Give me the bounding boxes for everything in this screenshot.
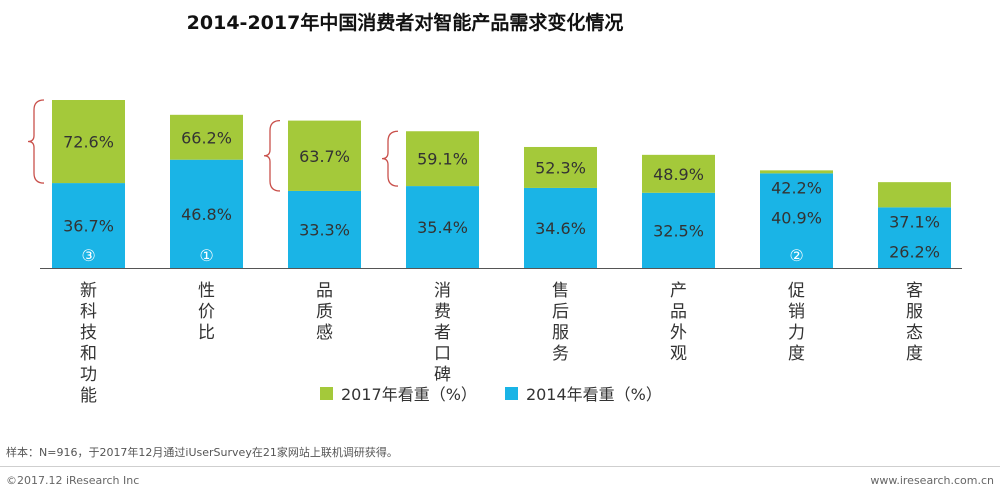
bar-2014 <box>170 159 243 268</box>
value-label-2017: 42.2% <box>771 178 822 197</box>
bar-2014 <box>288 190 361 268</box>
highlight-bracket <box>381 130 399 187</box>
category-label-char: 和 <box>80 344 97 364</box>
legend: 2017年看重（%） 2014年看重（%） <box>320 381 662 405</box>
legend-label-2014: 2014年看重（%） <box>525 385 662 404</box>
rank-marker: ③ <box>81 246 95 265</box>
footer-divider <box>0 466 1000 467</box>
value-label-2014: 35.4% <box>417 218 468 237</box>
value-label-2014: 36.7% <box>63 217 114 236</box>
bar-2017 <box>288 120 361 191</box>
legend-item-2014: 2014年看重（%） <box>504 381 662 405</box>
bar-2017 <box>52 100 125 184</box>
category-label-char: 产 <box>670 281 687 301</box>
category-label-char: 费 <box>434 302 451 322</box>
category-label-char: 外 <box>670 323 687 343</box>
rank-marker: ② <box>789 246 803 265</box>
value-label-2014: 32.5% <box>653 221 704 240</box>
category-label-char: 务 <box>552 344 569 364</box>
legend-swatch-2014 <box>504 386 518 400</box>
bar-2017 <box>170 114 243 160</box>
category-label-char: 能 <box>80 386 97 406</box>
bar-2014 <box>642 192 715 268</box>
bar-2014 <box>52 183 125 268</box>
bar-2017 <box>760 170 833 174</box>
value-label-2017: 37.1% <box>889 212 940 231</box>
category-label-char: 感 <box>316 323 333 343</box>
category-label-char: 性 <box>198 281 215 301</box>
category-label-char: 比 <box>198 323 215 343</box>
category-label-char: 度 <box>788 344 805 364</box>
sample-note: 样本：N=916，于2017年12月通过iUserSurvey在21家网站上联机… <box>6 446 398 459</box>
category-label-char: 观 <box>670 344 687 364</box>
highlight-bracket <box>263 119 281 192</box>
category-label-char: 服 <box>552 323 569 343</box>
value-label-2017: 72.6% <box>63 133 114 152</box>
value-label-2014: 34.6% <box>535 219 586 238</box>
category-label-char: 科 <box>80 302 97 322</box>
bar-2014 <box>406 186 479 268</box>
legend-swatch-2017 <box>320 386 333 400</box>
bar-2017 <box>524 146 597 188</box>
category-label-char: 消 <box>434 281 451 301</box>
category-label-char: 技 <box>80 323 97 343</box>
value-label-2014: 33.3% <box>299 220 350 239</box>
bar-2014 <box>524 187 597 268</box>
category-label-char: 服 <box>906 302 923 322</box>
category-label-char: 度 <box>906 344 923 364</box>
category-label-char: 碑 <box>434 365 451 385</box>
rank-marker: ① <box>199 246 213 265</box>
category-label-char: 力 <box>788 323 805 343</box>
legend-label-2017: 2017年看重（%） <box>341 385 477 404</box>
bar-2017 <box>642 154 715 193</box>
category-label-char: 品 <box>316 281 333 301</box>
website-url: www.iresearch.com.cn <box>870 474 994 487</box>
category-label-char: 口 <box>434 344 451 364</box>
copyright-text: ©2017.12 iResearch Inc <box>6 474 140 487</box>
category-label-char: 新 <box>80 281 97 301</box>
category-label-char: 售 <box>552 281 569 301</box>
value-label-2017: 63.7% <box>299 147 350 166</box>
bar-2014 <box>760 173 833 268</box>
category-label-char: 客 <box>906 281 923 301</box>
category-label-char: 态 <box>906 323 923 343</box>
legend-item-2017: 2017年看重（%） <box>320 381 477 405</box>
chart-title: 2014-2017年中国消费者对智能产品需求变化情况 <box>186 12 624 34</box>
value-label-2014: 40.9% <box>771 208 822 227</box>
value-label-2017: 48.9% <box>653 165 704 184</box>
category-label-char: 促 <box>788 281 805 301</box>
value-label-2017: 66.2% <box>181 128 232 147</box>
highlight-bracket <box>27 99 45 184</box>
category-label-char: 销 <box>788 302 805 322</box>
category-label-char: 者 <box>434 323 451 343</box>
value-label-2017: 52.3% <box>535 158 586 177</box>
category-label-char: 后 <box>552 302 569 322</box>
category-label-char: 价 <box>198 302 215 322</box>
category-label-char: 质 <box>316 302 333 322</box>
value-label-2014: 46.8% <box>181 205 232 224</box>
category-label-char: 品 <box>670 302 687 322</box>
bar-2014 <box>878 207 951 268</box>
bar-2017 <box>406 131 479 187</box>
category-label-char: 功 <box>80 365 97 385</box>
bar-2017 <box>878 182 951 208</box>
value-label-2017: 59.1% <box>417 150 468 169</box>
value-label-2014: 26.2% <box>889 242 940 261</box>
